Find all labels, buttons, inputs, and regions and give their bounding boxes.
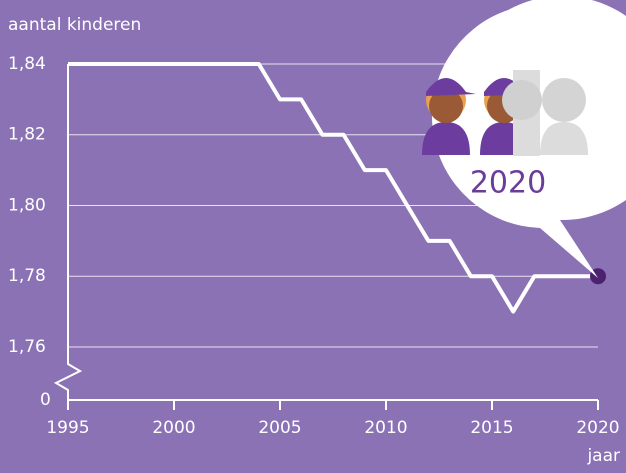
x-tick-label: 2010 <box>364 418 407 438</box>
y-tick-label: 1,80 <box>8 195 46 215</box>
x-tick-label: 2020 <box>576 418 619 438</box>
x-tick-label: 2005 <box>258 418 301 438</box>
x-tick-label: 1995 <box>46 418 89 438</box>
y-tick-label: 1,82 <box>8 125 46 145</box>
y-tick-label: 0 <box>40 390 51 410</box>
chart: aantal kinderen jaar 2020 1,76 1,78 1,80 1,… <box>0 0 626 473</box>
x-tick-label: 2015 <box>470 418 513 438</box>
x-tick-label: 2000 <box>152 418 195 438</box>
x-axis-label: jaar <box>586 446 620 466</box>
annotation: 2020 <box>470 166 546 201</box>
y-axis-label: aantal kinderen <box>8 15 141 35</box>
y-tick-label: 1,84 <box>8 54 46 74</box>
y-tick-label: 1,76 <box>8 337 46 357</box>
y-tick-label: 1,78 <box>8 266 46 286</box>
